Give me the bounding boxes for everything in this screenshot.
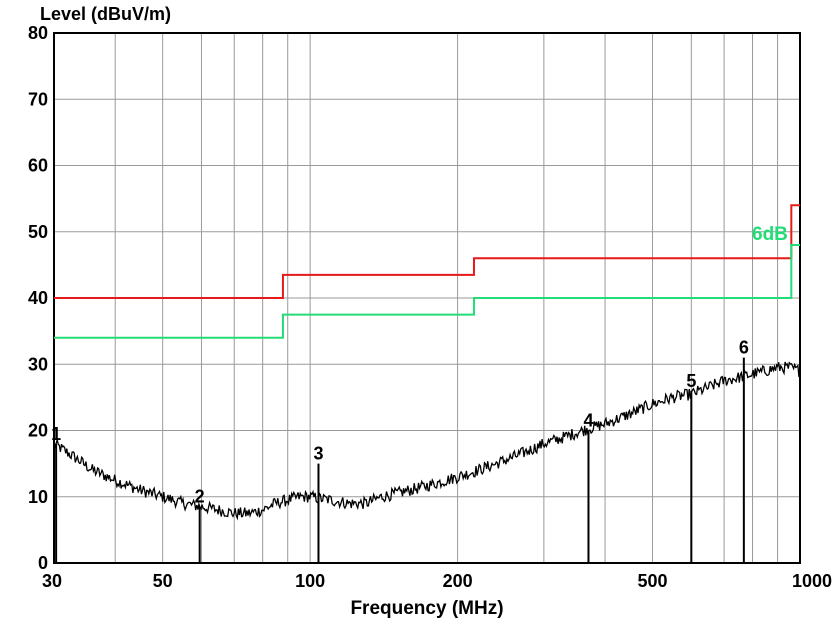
marker-label-4: 4 [583,411,593,431]
marker-label-2: 2 [195,487,205,507]
y-tick-label: 20 [28,421,48,441]
x-tick-label: 200 [443,571,473,591]
y-tick-label: 60 [28,156,48,176]
marker-label-5: 5 [686,371,696,391]
limit-lines [54,205,800,338]
markers: 1 2 3 4 5 6 [51,338,749,563]
y-tick-label: 0 [38,553,48,573]
y-tick-label: 80 [28,23,48,43]
limit-line-1 [54,205,800,298]
x-tick-label: 500 [638,571,668,591]
limit-label-6db: 6dB [752,224,788,245]
tick-labels: 0 10 20 30 40 50 60 70 80 30 50 100 200 500 1000 [28,23,832,591]
y-tick-label: 70 [28,89,48,109]
x-tick-label: 100 [295,571,325,591]
marker-label-6: 6 [739,338,749,358]
y-axis-label: Level (dBuV/m) [40,4,171,25]
y-tick-label: 40 [28,288,48,308]
y-tick-label: 10 [28,487,48,507]
x-axis-label: Frequency (MHz) [0,598,834,620]
x-tick-label: 1000 [792,571,832,591]
x-tick-label: 30 [42,571,62,591]
y-tick-label: 50 [28,222,48,242]
marker-label-1: 1 [51,424,61,444]
y-tick-label: 30 [28,354,48,374]
x-tick-label: 50 [153,571,173,591]
marker-label-3: 3 [313,444,323,464]
